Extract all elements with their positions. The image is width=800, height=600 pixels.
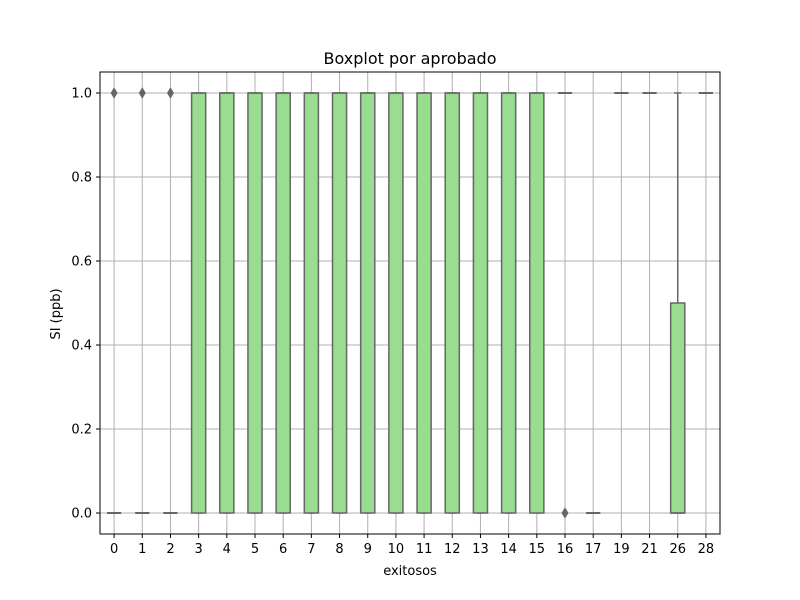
y-tick-label: 0.8 xyxy=(71,171,92,186)
x-tick-label: 10 xyxy=(388,542,405,557)
y-tick-label: 1.0 xyxy=(71,87,92,102)
x-tick-label: 15 xyxy=(529,542,546,557)
box-9 xyxy=(359,92,376,514)
x-tick-label: 6 xyxy=(279,542,287,557)
x-tick-label: 5 xyxy=(251,542,259,557)
y-axis-label: SI (ppb) xyxy=(49,288,64,339)
y-tick-label: 0.4 xyxy=(71,339,92,354)
box-body xyxy=(359,92,376,514)
x-tick-label: 19 xyxy=(613,542,630,557)
flier-point xyxy=(561,507,569,519)
box-body xyxy=(500,92,517,514)
box-8 xyxy=(331,92,348,514)
box-11 xyxy=(416,92,432,514)
box-body xyxy=(190,92,207,514)
x-tick-label: 26 xyxy=(669,542,686,557)
box-body xyxy=(529,92,545,514)
flier-point xyxy=(138,87,146,99)
box-3 xyxy=(190,92,207,514)
flier-point xyxy=(110,87,118,99)
box-0 xyxy=(107,87,122,514)
box-4 xyxy=(219,92,235,514)
flier-point xyxy=(166,87,174,99)
box-2 xyxy=(163,87,178,514)
chart-title: Boxplot por aprobado xyxy=(324,49,497,68)
box-26 xyxy=(669,92,686,514)
box-body xyxy=(247,92,263,514)
x-tick-label: 9 xyxy=(364,542,372,557)
box-body xyxy=(416,92,432,514)
x-tick-label: 8 xyxy=(335,542,343,557)
box-body xyxy=(669,302,686,514)
box-10 xyxy=(388,92,404,514)
x-tick-label: 1 xyxy=(138,542,146,557)
x-tick-label: 14 xyxy=(500,542,517,557)
x-tick-label: 28 xyxy=(698,542,715,557)
x-tick-label: 13 xyxy=(472,542,489,557)
x-axis-label: exitosos xyxy=(383,564,437,579)
x-tick-label: 4 xyxy=(223,542,231,557)
x-tick-label: 17 xyxy=(585,542,602,557)
box-body xyxy=(219,92,235,514)
box-6 xyxy=(275,92,291,514)
y-tick-label: 0.6 xyxy=(71,255,92,270)
box-14 xyxy=(500,92,517,514)
box-16 xyxy=(557,92,573,519)
x-tick-label: 16 xyxy=(557,542,574,557)
x-tick-label: 7 xyxy=(307,542,315,557)
y-tick-label: 0.0 xyxy=(71,507,92,522)
box-1 xyxy=(135,87,150,514)
x-tick-label: 21 xyxy=(641,542,658,557)
x-tick-label: 12 xyxy=(444,542,461,557)
box-body xyxy=(444,92,461,514)
x-tick-label: 2 xyxy=(166,542,174,557)
box-12 xyxy=(444,92,461,514)
box-13 xyxy=(472,92,489,514)
box-body xyxy=(303,92,320,514)
box-body xyxy=(331,92,348,514)
x-tick-label: 3 xyxy=(194,542,202,557)
x-tick-label: 0 xyxy=(110,542,118,557)
ticks: 0.00.20.40.60.81.00 1 2 3 4 5 6 7 8 9 10 11 12 13 14 15… xyxy=(71,87,714,558)
boxes xyxy=(107,87,713,519)
box-5 xyxy=(247,92,263,514)
x-tick-label: 11 xyxy=(416,542,433,557)
box-body xyxy=(388,92,404,514)
plot-frame xyxy=(99,71,721,535)
y-tick-label: 0.2 xyxy=(71,423,92,438)
box-body xyxy=(472,92,489,514)
box-body xyxy=(275,92,291,514)
box-7 xyxy=(303,92,320,514)
box-15 xyxy=(529,92,545,514)
